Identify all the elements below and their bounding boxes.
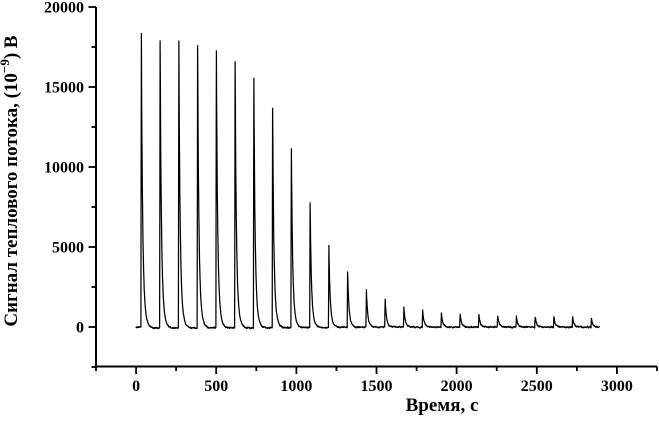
y-axis-title: Сигнал теплового потока, (10−9) В — [0, 35, 22, 327]
signal-trace — [135, 32, 600, 330]
tick-labels: 0 500 1000 1500 2000 2500 3000 0 5000 10000 15000 2… — [44, 0, 633, 395]
y-axis-tick-label: 10000 — [44, 160, 84, 177]
y-axis-title-prefix: Сигнал теплового потока, (10 — [1, 73, 22, 327]
x-axis-tick-label: 2500 — [521, 378, 553, 395]
x-axis-tick-label: 1000 — [280, 378, 312, 395]
x-axis-tick-label: 500 — [204, 378, 228, 395]
x-axis-tick-label: 2000 — [441, 378, 473, 395]
y-axis-tick-label: 5000 — [52, 240, 84, 257]
y-axis-title-superscript: −9 — [0, 59, 12, 73]
y-axis-tick-label: 0 — [76, 320, 84, 337]
x-axis-tick-label: 1500 — [361, 378, 393, 395]
x-axis-tick-label: 3000 — [601, 378, 633, 395]
tick-marks — [88, 6, 658, 374]
y-axis-tick-label: 20000 — [44, 0, 84, 17]
y-axis-tick-label: 15000 — [44, 80, 84, 97]
y-axis-title-suffix: ) В — [1, 35, 22, 59]
x-axis-title: Время, с — [406, 395, 479, 416]
x-axis-tick-label: 0 — [132, 378, 140, 395]
